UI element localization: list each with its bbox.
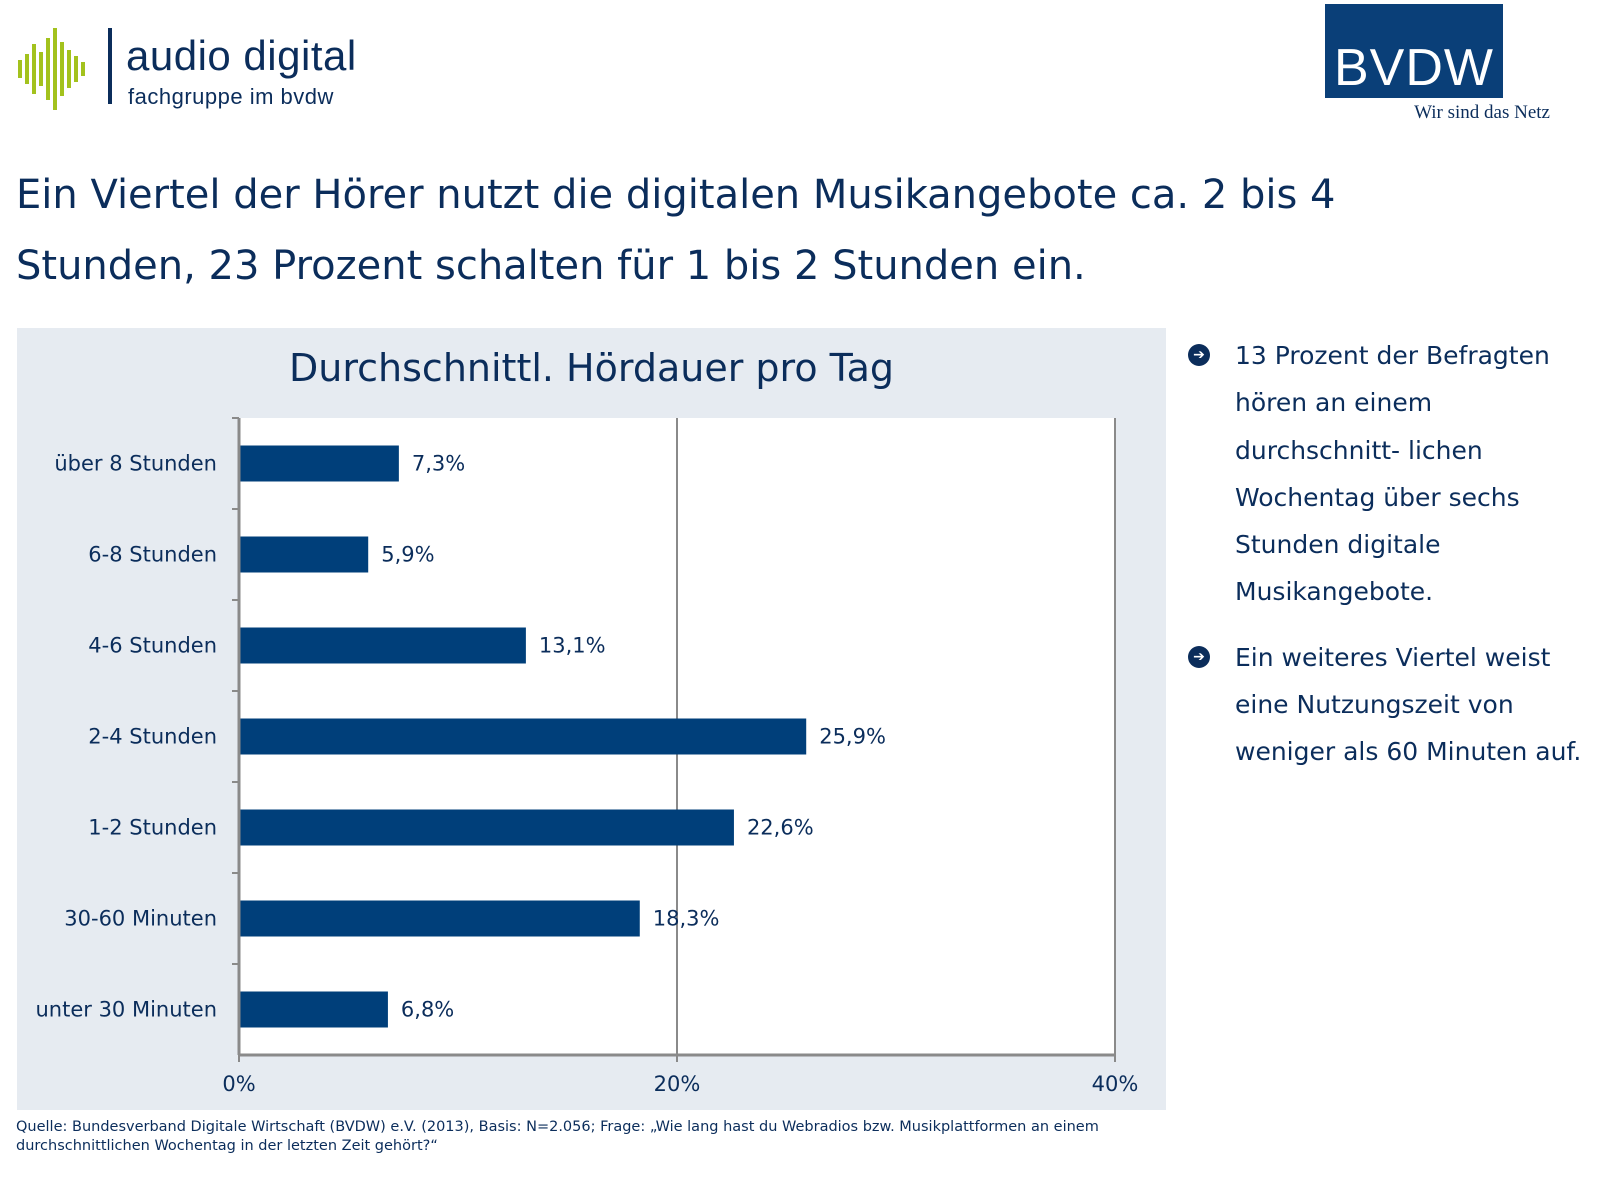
bvdw-tagline: Wir sind das Netz — [1414, 102, 1550, 123]
category-label: 6-8 Stunden — [88, 543, 217, 567]
data-label: 18,3% — [653, 907, 720, 931]
data-label: 7,3% — [412, 452, 465, 476]
chart-panel: Durchschnittl. Hördauer pro Tag 7,3% über… — [17, 328, 1166, 1110]
data-label: 25,9% — [819, 725, 886, 749]
chart-title: Durchschnittl. Hördauer pro Tag — [289, 346, 894, 390]
bar — [239, 900, 640, 937]
bar — [239, 445, 399, 482]
x-tick-label: 20% — [654, 1072, 701, 1096]
category-label: 4-6 Stunden — [88, 634, 217, 658]
logo-name: audio digital — [126, 32, 357, 79]
data-label: 5,9% — [381, 543, 434, 567]
bullet-text: Ein weiteres Viertel weist eine Nutzungs… — [1235, 642, 1582, 767]
bar — [239, 991, 388, 1028]
bullet-text: 13 Prozent der Befragten hören an einem … — [1235, 341, 1550, 607]
arrow-circle-icon — [1188, 344, 1210, 366]
bar — [239, 536, 369, 573]
source-note: Quelle: Bundesverband Digitale Wirtschaf… — [16, 1119, 1099, 1154]
logo-divider — [108, 28, 112, 104]
data-label: 6,8% — [401, 998, 454, 1022]
audio-digital-logo: audio digital fachgruppe im bvdw — [16, 24, 416, 114]
bullet-list: 13 Prozent der Befragten hören an einem … — [1188, 332, 1588, 794]
logo-subtitle: fachgruppe im bvdw — [128, 84, 334, 109]
bvdw-logo-text: BVDW — [1334, 39, 1494, 97]
x-tick-label: 40% — [1092, 1072, 1139, 1096]
bvdw-logo: BVDW — [1325, 4, 1503, 98]
soundwave-icon — [18, 28, 85, 110]
arrow-circle-icon — [1188, 645, 1210, 668]
bar — [239, 718, 807, 755]
bar — [239, 627, 526, 664]
page-title: Ein Viertel der Hörer nutzt die digitale… — [16, 172, 1336, 289]
category-label: unter 30 Minuten — [35, 998, 217, 1022]
bullet-item: Ein weiteres Viertel weist eine Nutzungs… — [1188, 634, 1588, 776]
category-label: 30-60 Minuten — [64, 907, 217, 931]
data-label: 22,6% — [747, 816, 814, 840]
bar — [239, 809, 734, 846]
bar-chart: 7,3% über 8 Stunden 5,9% 6-8 Stunden 13,1% 4-… — [35, 417, 1139, 1096]
category-label: 2-4 Stunden — [88, 725, 217, 749]
x-tick-label: 0% — [222, 1072, 255, 1096]
data-label: 13,1% — [539, 634, 606, 658]
bullet-item: 13 Prozent der Befragten hören an einem … — [1188, 332, 1588, 616]
category-label: 1-2 Stunden — [88, 816, 217, 840]
category-label: über 8 Stunden — [54, 452, 217, 476]
